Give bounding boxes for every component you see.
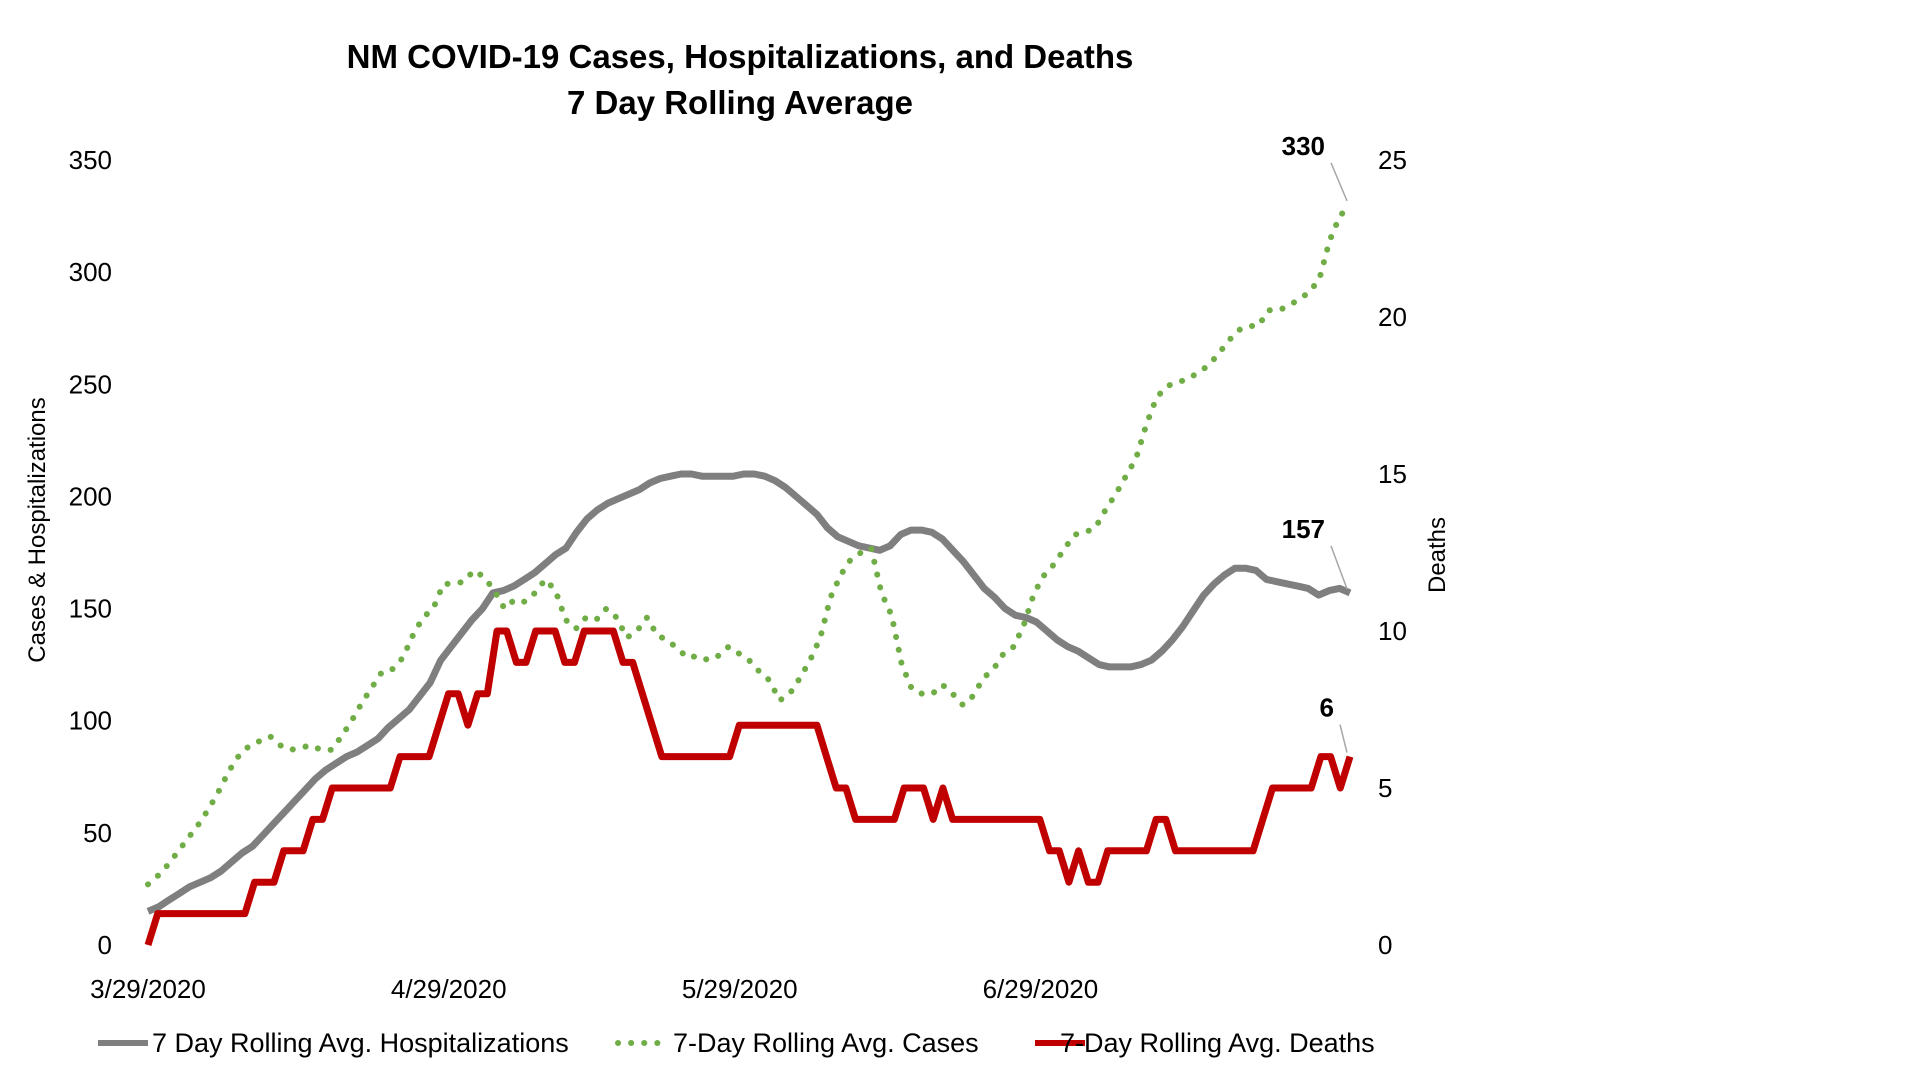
plot-area: 0 50 100 150 200 250 300 350 0 5 10 15 20 25 3/29/2020… bbox=[69, 131, 1407, 1058]
x-tick-label: 6/29/2020 bbox=[983, 974, 1099, 1004]
y-axis-title-right: Deaths bbox=[1424, 517, 1451, 593]
y-tick-right: 25 bbox=[1378, 145, 1407, 175]
chart-subtitle: 7 Day Rolling Average bbox=[567, 84, 913, 121]
data-label: 6 bbox=[1320, 693, 1334, 723]
data-label-leader bbox=[1330, 545, 1348, 590]
data-label: 330 bbox=[1282, 131, 1325, 161]
y-tick-left: 0 bbox=[98, 930, 112, 960]
y-tick-left: 300 bbox=[69, 257, 112, 287]
y-tick-left: 100 bbox=[69, 706, 112, 736]
hospitalizations-line bbox=[146, 470, 1352, 915]
y-axis-title-left: Cases & Hospitalizations bbox=[24, 397, 51, 662]
x-tick-label: 5/29/2020 bbox=[682, 974, 798, 1004]
y-tick-left: 150 bbox=[69, 594, 112, 624]
y-tick-right: 0 bbox=[1378, 930, 1392, 960]
chart-title: NM COVID-19 Cases, Hospitalizations, and… bbox=[347, 38, 1134, 75]
data-label-leader bbox=[1330, 162, 1348, 202]
x-tick-label: 3/29/2020 bbox=[90, 974, 206, 1004]
legend-label: 7-Day Rolling Avg. Cases bbox=[673, 1028, 979, 1058]
y-tick-left: 200 bbox=[69, 481, 112, 511]
y-tick-right: 5 bbox=[1378, 773, 1392, 803]
cases-line bbox=[145, 201, 1353, 888]
data-label: 157 bbox=[1282, 514, 1325, 544]
y-tick-right: 10 bbox=[1378, 616, 1407, 646]
y-tick-right: 20 bbox=[1378, 302, 1407, 332]
x-tick-label: 4/29/2020 bbox=[391, 974, 507, 1004]
y-tick-left: 350 bbox=[69, 145, 112, 175]
data-label-leader bbox=[1339, 724, 1348, 753]
y-tick-right: 15 bbox=[1378, 459, 1407, 489]
legend-label: 7 Day Rolling Avg. Hospitalizations bbox=[152, 1028, 569, 1058]
y-tick-left: 250 bbox=[69, 369, 112, 399]
y-tick-left: 50 bbox=[83, 818, 112, 848]
legend-label: 7-Day Rolling Avg. Deaths bbox=[1060, 1028, 1375, 1058]
deaths-line bbox=[144, 627, 1354, 947]
